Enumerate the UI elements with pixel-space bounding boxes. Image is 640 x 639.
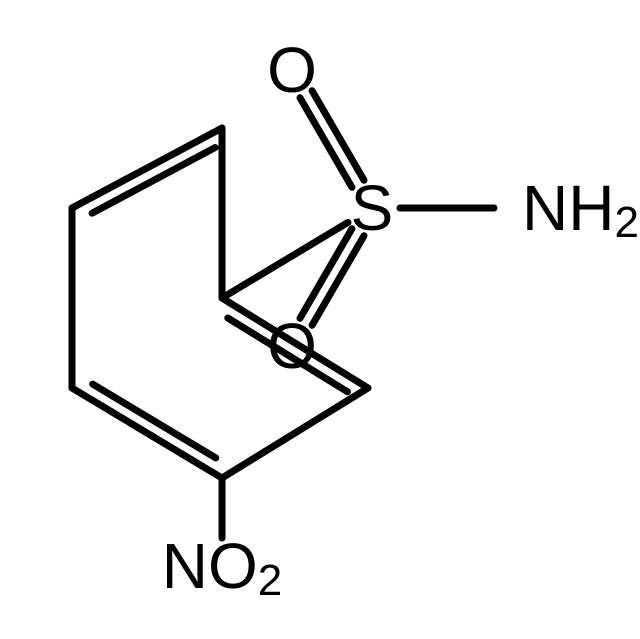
bond-line [93,384,216,458]
bond-line [92,148,215,214]
molecule-canvas: SO O NH2 NO2 [0,0,640,639]
bond-line [72,388,222,478]
bond-line [72,128,222,208]
bond-line [222,388,368,478]
atom-label-O1: O [267,34,317,106]
atom-label-N1: NH2 [522,172,639,247]
atom-label-O2: O [267,310,317,382]
bond-line [222,222,348,298]
atom-label-N2: NO2 [162,530,282,605]
atom-label-S: S [351,172,394,244]
